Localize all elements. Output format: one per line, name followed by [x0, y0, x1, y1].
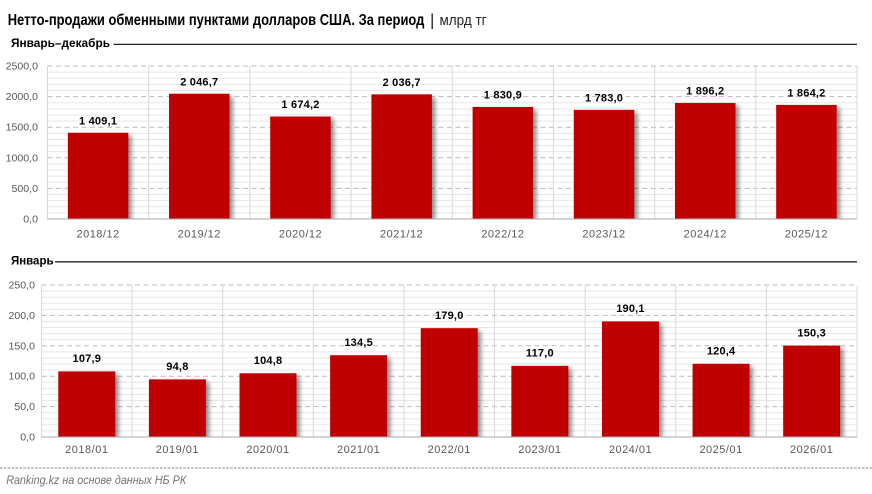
svg-text:150,0: 150,0 [8, 341, 35, 352]
svg-text:1000,0: 1000,0 [6, 153, 39, 164]
svg-text:2024/01: 2024/01 [609, 444, 652, 456]
svg-text:50,0: 50,0 [14, 402, 35, 413]
svg-text:1 864,2: 1 864,2 [787, 88, 825, 100]
svg-text:1 830,9: 1 830,9 [484, 90, 522, 102]
svg-text:Январь: Январь [11, 254, 54, 268]
svg-text:2000,0: 2000,0 [6, 92, 39, 103]
svg-text:100,0: 100,0 [8, 372, 35, 383]
svg-text:200,0: 200,0 [8, 311, 35, 322]
svg-text:Нетто-продажи обменными пункта: Нетто-продажи обменными пунктами долларо… [8, 12, 425, 29]
svg-text:2022/01: 2022/01 [428, 444, 471, 456]
svg-text:Ranking.kz на основе данных НБ: Ranking.kz на основе данных НБ РК [6, 473, 187, 487]
svg-text:2 036,7: 2 036,7 [383, 77, 421, 89]
svg-text:134,5: 134,5 [344, 337, 373, 349]
svg-text:2018/12: 2018/12 [76, 229, 119, 241]
svg-text:104,8: 104,8 [254, 355, 283, 367]
svg-text:0,0: 0,0 [20, 433, 35, 444]
svg-text:250,0: 250,0 [8, 281, 35, 292]
svg-text:2025/12: 2025/12 [785, 229, 828, 241]
svg-text:117,0: 117,0 [526, 348, 554, 360]
svg-text:Январь–декабрь: Январь–декабрь [11, 36, 110, 50]
svg-text:2019/12: 2019/12 [178, 229, 221, 241]
svg-text:1 674,2: 1 674,2 [281, 99, 319, 111]
svg-text:107,9: 107,9 [73, 353, 102, 365]
svg-text:179,0: 179,0 [435, 310, 464, 322]
svg-text:2022/12: 2022/12 [481, 229, 524, 241]
svg-text:94,8: 94,8 [166, 361, 188, 373]
svg-text:2020/01: 2020/01 [246, 444, 289, 456]
svg-text:190,1: 190,1 [616, 303, 645, 315]
svg-text:2 046,7: 2 046,7 [180, 76, 218, 88]
svg-text:2018/01: 2018/01 [65, 444, 108, 456]
svg-text:2026/01: 2026/01 [790, 444, 833, 456]
svg-text:1 783,0: 1 783,0 [585, 93, 623, 105]
svg-text:2023/12: 2023/12 [582, 229, 625, 241]
svg-text:2020/12: 2020/12 [279, 229, 322, 241]
svg-text:2021/01: 2021/01 [337, 444, 380, 456]
svg-text:150,3: 150,3 [797, 327, 826, 339]
svg-text:2023/01: 2023/01 [518, 444, 561, 456]
svg-text:0,0: 0,0 [23, 215, 38, 226]
svg-text:2019/01: 2019/01 [156, 444, 199, 456]
svg-text:млрд тг: млрд тг [440, 12, 488, 29]
svg-text:|: | [430, 10, 434, 29]
svg-text:1 896,2: 1 896,2 [686, 86, 724, 98]
svg-text:2021/12: 2021/12 [380, 229, 423, 241]
svg-text:1500,0: 1500,0 [6, 123, 39, 134]
svg-text:500,0: 500,0 [11, 184, 38, 195]
svg-text:1 409,1: 1 409,1 [79, 115, 117, 127]
svg-text:2024/12: 2024/12 [684, 229, 727, 241]
svg-text:120,4: 120,4 [707, 346, 736, 358]
svg-text:2500,0: 2500,0 [6, 62, 39, 73]
svg-text:2025/01: 2025/01 [699, 444, 742, 456]
